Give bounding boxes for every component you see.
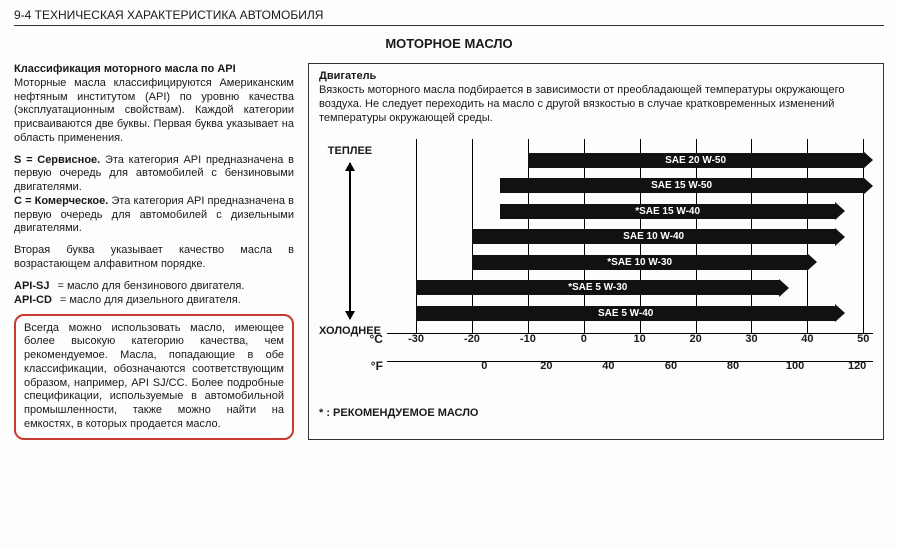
celsius-tick: 0 — [581, 333, 587, 345]
engine-heading: Двигатель — [319, 70, 873, 82]
viscosity-bar: *SAE 5 W-30 — [416, 280, 779, 295]
plot-area: SAE 20 W-50 SAE 15 W-50 *SAE 15 W-40 SAE 10… — [387, 139, 873, 334]
two-column-layout: Классификация моторного масла по API Мот… — [14, 63, 884, 440]
left-column: Классификация моторного масла по API Мот… — [14, 63, 294, 440]
viscosity-bar: SAE 5 W-40 — [416, 306, 835, 321]
c-key: C = Комерческое. — [14, 195, 108, 207]
fahrenheit-axis: °F 020406080100120 — [387, 361, 873, 366]
api-cd-val: = масло для дизельного двигателя. — [60, 294, 294, 306]
engine-text: Вязкость моторного масла подбирается в з… — [319, 84, 873, 125]
fahrenheit-tick: 0 — [481, 360, 487, 372]
api-heading: Классификация моторного масла по API — [14, 63, 236, 75]
api-cd-row: API-CD = масло для дизельного двигателя. — [14, 294, 294, 306]
api-sj-val: = масло для бензинового двигателя. — [57, 280, 294, 292]
celsius-tick: -10 — [520, 333, 536, 345]
chart-area: SAE 20 W-50 SAE 15 W-50 *SAE 15 W-40 SAE 10… — [387, 139, 873, 399]
celsius-unit: °C — [357, 332, 383, 346]
viscosity-bar: *SAE 10 W-30 — [472, 255, 807, 270]
right-column: Двигатель Вязкость моторного масла подби… — [308, 63, 884, 440]
api-intro: Моторные масла классифицируются Американ… — [14, 77, 294, 144]
celsius-tick: -30 — [408, 333, 424, 345]
api-sj-key: API-SJ — [14, 280, 49, 292]
fahrenheit-tick: 120 — [848, 360, 866, 372]
recommended-note: * : РЕКОМЕНДУЕМОЕ МАСЛО — [319, 407, 873, 419]
viscosity-bar: SAE 10 W-40 — [472, 229, 835, 244]
gridline — [416, 139, 417, 333]
api-cd-key: API-CD — [14, 294, 52, 306]
fahrenheit-tick: 100 — [786, 360, 804, 372]
fahrenheit-tick: 20 — [540, 360, 552, 372]
double-arrow-icon — [343, 163, 357, 319]
warmer-label: ТЕПЛЕЕ — [328, 145, 372, 157]
second-letter-note: Вторая буква указывает качество масла в … — [14, 244, 294, 272]
s-key: S = Сервисное. — [14, 154, 100, 166]
celsius-tick: 30 — [745, 333, 757, 345]
celsius-tick: 50 — [857, 333, 869, 345]
section-title: МОТОРНОЕ МАСЛО — [14, 36, 884, 51]
celsius-tick: 40 — [801, 333, 813, 345]
fahrenheit-unit: °F — [357, 359, 383, 373]
recommendation-box: Всегда можно использовать масло, имеющее… — [14, 314, 294, 440]
api-sj-row: API-SJ = масло для бензинового двигателя… — [14, 280, 294, 292]
fahrenheit-tick: 40 — [602, 360, 614, 372]
fahrenheit-tick: 60 — [665, 360, 677, 372]
viscosity-bar: *SAE 15 W-40 — [500, 204, 835, 219]
viscosity-bar: SAE 15 W-50 — [500, 178, 863, 193]
page-header: 9-4 ТЕХНИЧЕСКАЯ ХАРАКТЕРИСТИКА АВТОМОБИЛ… — [14, 8, 884, 26]
fahrenheit-tick: 80 — [727, 360, 739, 372]
celsius-tick: -20 — [464, 333, 480, 345]
viscosity-bar: SAE 20 W-50 — [528, 153, 863, 168]
celsius-tick: 10 — [634, 333, 646, 345]
celsius-tick: 20 — [689, 333, 701, 345]
viscosity-chart: ТЕПЛЕЕ ХОЛОДНЕЕ SAE 20 W-50SAE 15 W-50*S… — [319, 139, 873, 399]
